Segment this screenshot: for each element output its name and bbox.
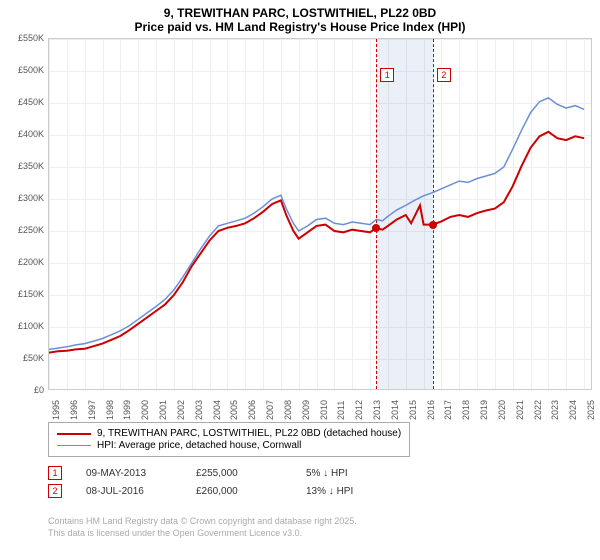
footer-line-1: Contains HM Land Registry data © Crown c…	[48, 516, 357, 528]
x-tick-label: 1995	[51, 400, 61, 420]
sales-row-date: 09-MAY-2013	[86, 468, 196, 479]
sales-row-price: £255,000	[196, 468, 306, 479]
y-tick-label: £300K	[4, 193, 44, 203]
x-tick-label: 2019	[479, 400, 489, 420]
sales-row-diff: 5% ↓ HPI	[306, 468, 416, 479]
x-tick-label: 2010	[319, 400, 329, 420]
x-tick-label: 2006	[247, 400, 257, 420]
sale-dot	[429, 221, 437, 229]
title-line-2: Price paid vs. HM Land Registry's House …	[0, 20, 600, 34]
y-tick-label: £200K	[4, 257, 44, 267]
title-line-1: 9, TREWITHAN PARC, LOSTWITHIEL, PL22 0BD	[0, 6, 600, 20]
sales-row-diff: 13% ↓ HPI	[306, 486, 416, 497]
x-tick-label: 2016	[426, 400, 436, 420]
y-tick-label: £0	[4, 385, 44, 395]
x-tick-label: 2009	[301, 400, 311, 420]
sales-table: 1 09-MAY-2013£255,0005% ↓ HPI 2 08-JUL-2016…	[48, 466, 416, 502]
x-tick-label: 1999	[122, 400, 132, 420]
series-svg	[49, 39, 592, 390]
y-tick-label: £450K	[4, 97, 44, 107]
x-tick-label: 2015	[408, 400, 418, 420]
x-tick-label: 2005	[229, 400, 239, 420]
sales-row-marker: 1	[48, 466, 62, 480]
sale-dot	[372, 224, 380, 232]
legend: 9, TREWITHAN PARC, LOSTWITHIEL, PL22 0BD…	[48, 422, 410, 457]
x-tick-label: 1998	[105, 400, 115, 420]
series-property	[49, 132, 584, 353]
x-tick-label: 2023	[550, 400, 560, 420]
x-tick-label: 2007	[265, 400, 275, 420]
x-tick-label: 2004	[212, 400, 222, 420]
x-tick-label: 1997	[87, 400, 97, 420]
x-tick-label: 2008	[283, 400, 293, 420]
legend-label: HPI: Average price, detached house, Corn…	[97, 440, 301, 451]
y-tick-label: £400K	[4, 129, 44, 139]
x-tick-label: 2014	[390, 400, 400, 420]
x-tick-label: 2017	[443, 400, 453, 420]
y-tick-label: £500K	[4, 65, 44, 75]
legend-item: HPI: Average price, detached house, Corn…	[57, 440, 401, 451]
y-tick-label: £50K	[4, 353, 44, 363]
y-tick-label: £350K	[4, 161, 44, 171]
y-tick-label: £100K	[4, 321, 44, 331]
x-tick-label: 2021	[515, 400, 525, 420]
y-tick-label: £150K	[4, 289, 44, 299]
x-tick-label: 2024	[568, 400, 578, 420]
sales-row: 2 08-JUL-2016£260,00013% ↓ HPI	[48, 484, 416, 498]
sales-row: 1 09-MAY-2013£255,0005% ↓ HPI	[48, 466, 416, 480]
x-tick-label: 2020	[497, 400, 507, 420]
legend-swatch	[57, 445, 91, 447]
sales-row-marker: 2	[48, 484, 62, 498]
x-tick-label: 2001	[158, 400, 168, 420]
x-tick-label: 2002	[176, 400, 186, 420]
x-tick-label: 2013	[372, 400, 382, 420]
legend-item: 9, TREWITHAN PARC, LOSTWITHIEL, PL22 0BD…	[57, 428, 401, 439]
chart-title-block: 9, TREWITHAN PARC, LOSTWITHIEL, PL22 0BD…	[0, 0, 600, 36]
x-tick-label: 2022	[533, 400, 543, 420]
footer-attribution: Contains HM Land Registry data © Crown c…	[48, 516, 357, 539]
sales-row-date: 08-JUL-2016	[86, 486, 196, 497]
x-tick-label: 2012	[354, 400, 364, 420]
sales-row-price: £260,000	[196, 486, 306, 497]
y-tick-label: £550K	[4, 33, 44, 43]
legend-label: 9, TREWITHAN PARC, LOSTWITHIEL, PL22 0BD…	[97, 428, 401, 439]
x-tick-label: 2011	[336, 401, 346, 420]
x-tick-label: 2003	[194, 400, 204, 420]
price-chart: 12	[48, 38, 592, 390]
x-tick-label: 1996	[69, 400, 79, 420]
x-tick-label: 2025	[586, 400, 596, 420]
footer-line-2: This data is licensed under the Open Gov…	[48, 528, 357, 540]
legend-swatch	[57, 433, 91, 435]
x-tick-label: 2018	[461, 400, 471, 420]
series-hpi	[49, 98, 584, 350]
y-tick-label: £250K	[4, 225, 44, 235]
x-tick-label: 2000	[140, 400, 150, 420]
